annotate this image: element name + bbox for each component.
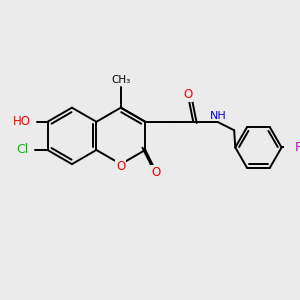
Text: NH: NH <box>209 111 226 121</box>
Text: Cl: Cl <box>16 143 29 157</box>
Text: O: O <box>183 88 192 101</box>
Text: O: O <box>151 166 160 178</box>
Text: CH₃: CH₃ <box>111 75 130 85</box>
Text: HO: HO <box>13 115 31 128</box>
Text: O: O <box>116 160 125 173</box>
Text: F: F <box>295 141 300 154</box>
